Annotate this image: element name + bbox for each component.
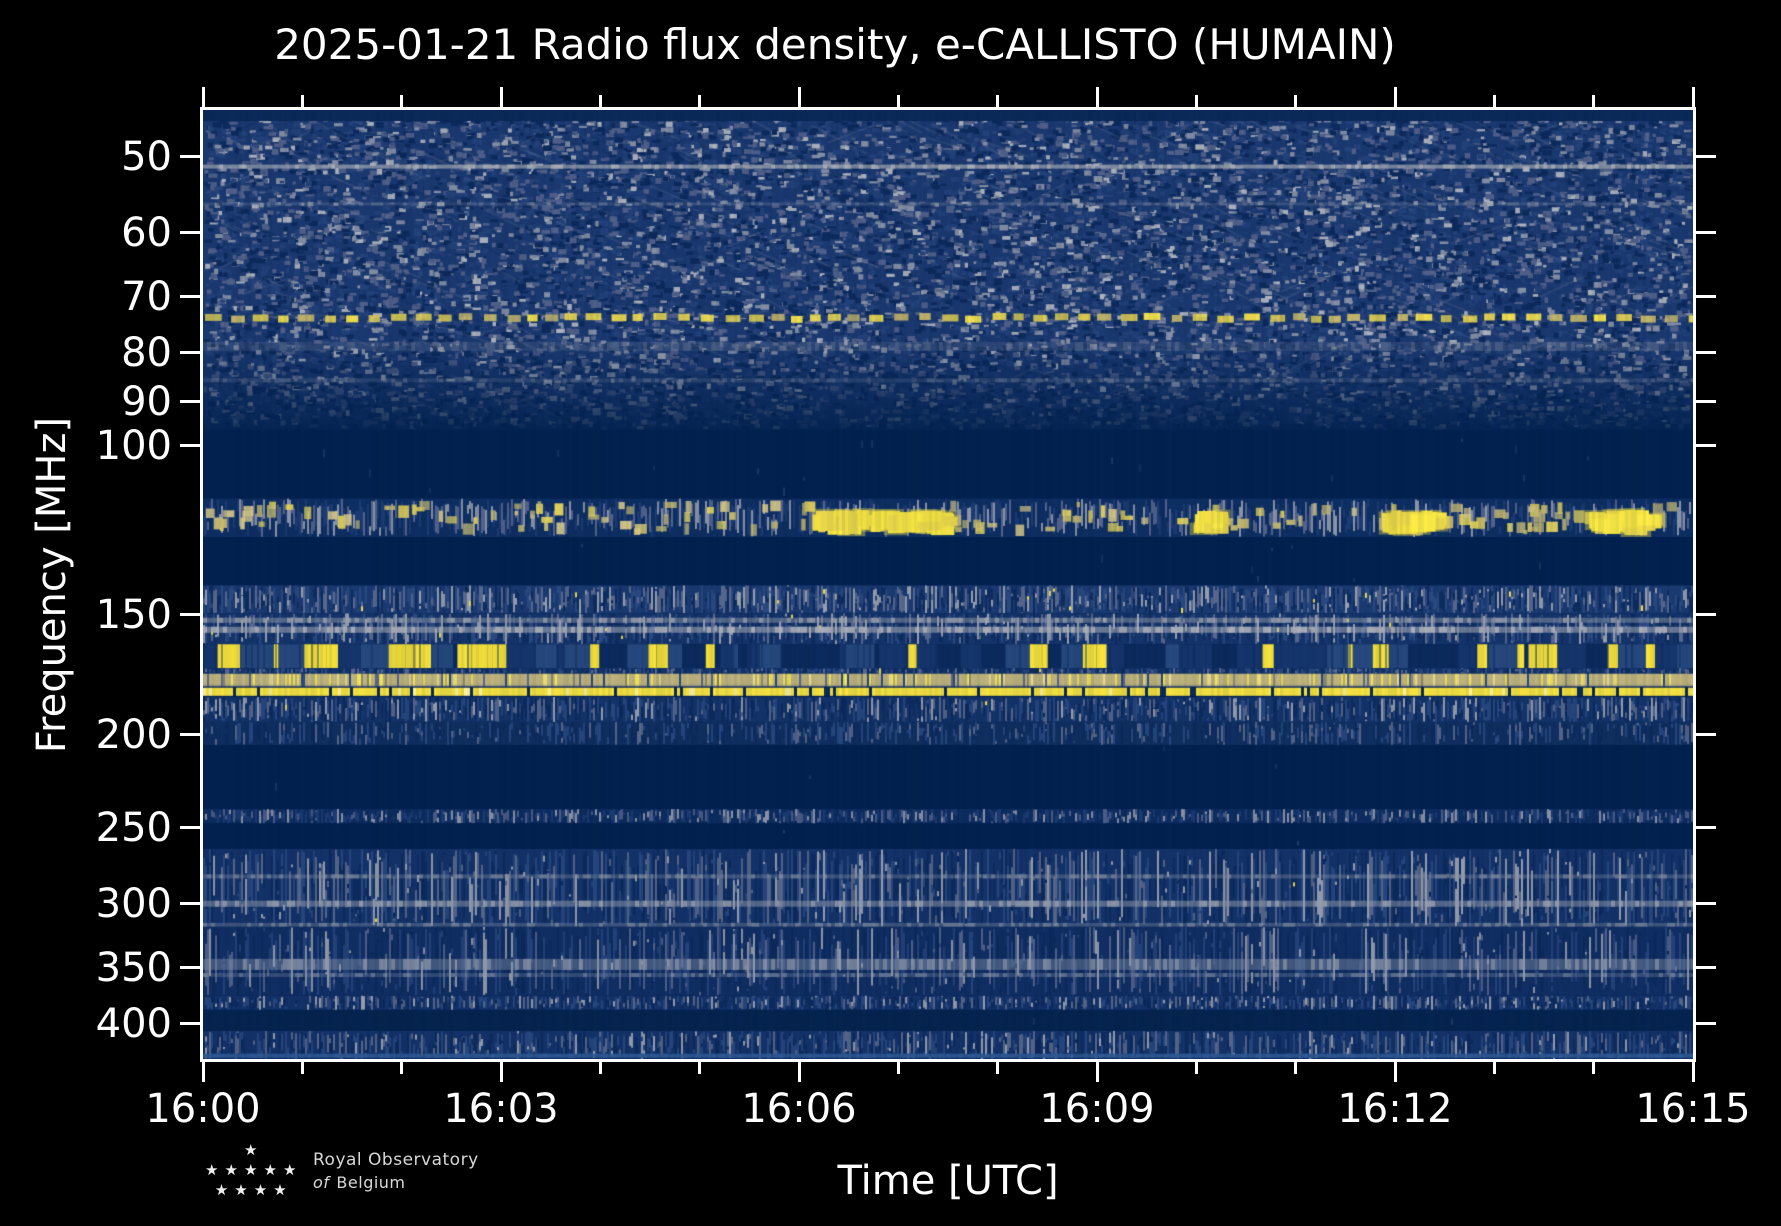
x-tick: [1095, 87, 1099, 107]
y-tick-label: 60: [121, 209, 172, 256]
x-tick: [1194, 1062, 1198, 1074]
x-tick-label: 16:03: [443, 1086, 559, 1132]
x-tick: [1393, 87, 1397, 107]
y-tick-label: 350: [95, 944, 172, 991]
y-tick: [180, 155, 200, 159]
star-icon: ★: [205, 1161, 219, 1179]
y-tick: [1696, 231, 1716, 235]
y-tick: [180, 966, 200, 970]
x-tick: [1592, 1062, 1596, 1074]
observatory-name-line1: Royal Observatory: [313, 1150, 479, 1170]
x-tick-label: 16:00: [145, 1086, 261, 1132]
x-axis-label: Time [UTC]: [837, 1158, 1059, 1204]
y-tick-label: 70: [121, 273, 172, 320]
y-tick: [180, 733, 200, 737]
x-tick: [400, 95, 404, 107]
y-tick: [1696, 400, 1716, 404]
x-tick: [698, 95, 702, 107]
y-tick-label: 250: [95, 804, 172, 851]
x-tick: [300, 95, 304, 107]
x-tick: [1691, 87, 1695, 107]
x-tick: [797, 87, 801, 107]
x-tick: [1194, 95, 1198, 107]
y-tick: [1696, 295, 1716, 299]
y-tick-label: 90: [121, 378, 172, 425]
star-icon: ★: [214, 1181, 229, 1199]
star-icon: ★: [244, 1141, 258, 1159]
x-tick: [499, 1062, 503, 1082]
x-tick: [598, 95, 602, 107]
y-tick: [180, 902, 200, 906]
page-title: 2025-01-21 Radio flux density, e-CALLIST…: [274, 20, 1396, 69]
y-tick-label: 200: [95, 711, 172, 758]
y-tick: [180, 444, 200, 448]
y-tick-label: 100: [95, 422, 172, 469]
x-tick-label: 16:06: [741, 1086, 857, 1132]
plot-frame: [200, 107, 1696, 1062]
y-tick: [180, 351, 200, 355]
x-tick: [201, 1062, 205, 1082]
x-tick: [300, 1062, 304, 1074]
y-tick: [1696, 733, 1716, 737]
x-tick: [698, 1062, 702, 1074]
y-tick-label: 400: [95, 1000, 172, 1047]
star-icon: ★: [273, 1181, 287, 1199]
x-tick: [1294, 95, 1298, 107]
x-tick: [1492, 95, 1496, 107]
star-icon: ★: [253, 1181, 268, 1199]
star-icon: ★: [283, 1161, 297, 1179]
y-tick: [180, 1022, 200, 1026]
x-tick-label: 16:09: [1039, 1086, 1155, 1132]
x-tick: [499, 87, 503, 107]
x-tick-label: 16:15: [1635, 1086, 1751, 1132]
y-tick-label: 50: [121, 133, 172, 180]
y-tick: [1696, 966, 1716, 970]
x-tick: [996, 95, 1000, 107]
y-tick: [180, 231, 200, 235]
y-tick: [180, 400, 200, 404]
x-tick: [1393, 1062, 1397, 1082]
y-tick: [1696, 613, 1716, 617]
x-tick: [1592, 95, 1596, 107]
y-tick-label: 150: [95, 591, 172, 638]
x-tick: [896, 95, 900, 107]
x-tick: [1294, 1062, 1298, 1074]
star-icon: ★: [234, 1181, 248, 1199]
x-tick: [797, 1062, 801, 1082]
x-tick: [1691, 1062, 1695, 1082]
observatory-name-line2: of Belgium: [313, 1173, 406, 1192]
y-tick: [1696, 444, 1716, 448]
spectrogram-heatmap: [203, 110, 1693, 1059]
y-tick-label: 80: [121, 329, 172, 376]
x-tick: [400, 1062, 404, 1074]
star-icon: ★: [224, 1161, 238, 1179]
x-tick: [598, 1062, 602, 1074]
y-tick: [1696, 351, 1716, 355]
y-tick: [1696, 826, 1716, 830]
x-tick: [896, 1062, 900, 1074]
observatory-name-of: of: [313, 1173, 330, 1192]
star-icon: ★: [244, 1161, 258, 1179]
y-tick: [1696, 155, 1716, 159]
x-tick: [1095, 1062, 1099, 1082]
x-tick: [996, 1062, 1000, 1074]
y-tick-label: 300: [95, 880, 172, 927]
x-tick: [201, 87, 205, 107]
x-tick-label: 16:12: [1337, 1086, 1453, 1132]
y-tick: [180, 613, 200, 617]
y-tick: [1696, 1022, 1716, 1026]
x-tick: [1492, 1062, 1496, 1074]
y-tick: [1696, 902, 1716, 906]
star-icon: ★: [263, 1161, 277, 1179]
y-tick: [180, 295, 200, 299]
y-tick: [180, 826, 200, 830]
observatory-name-belgium: Belgium: [336, 1173, 406, 1192]
